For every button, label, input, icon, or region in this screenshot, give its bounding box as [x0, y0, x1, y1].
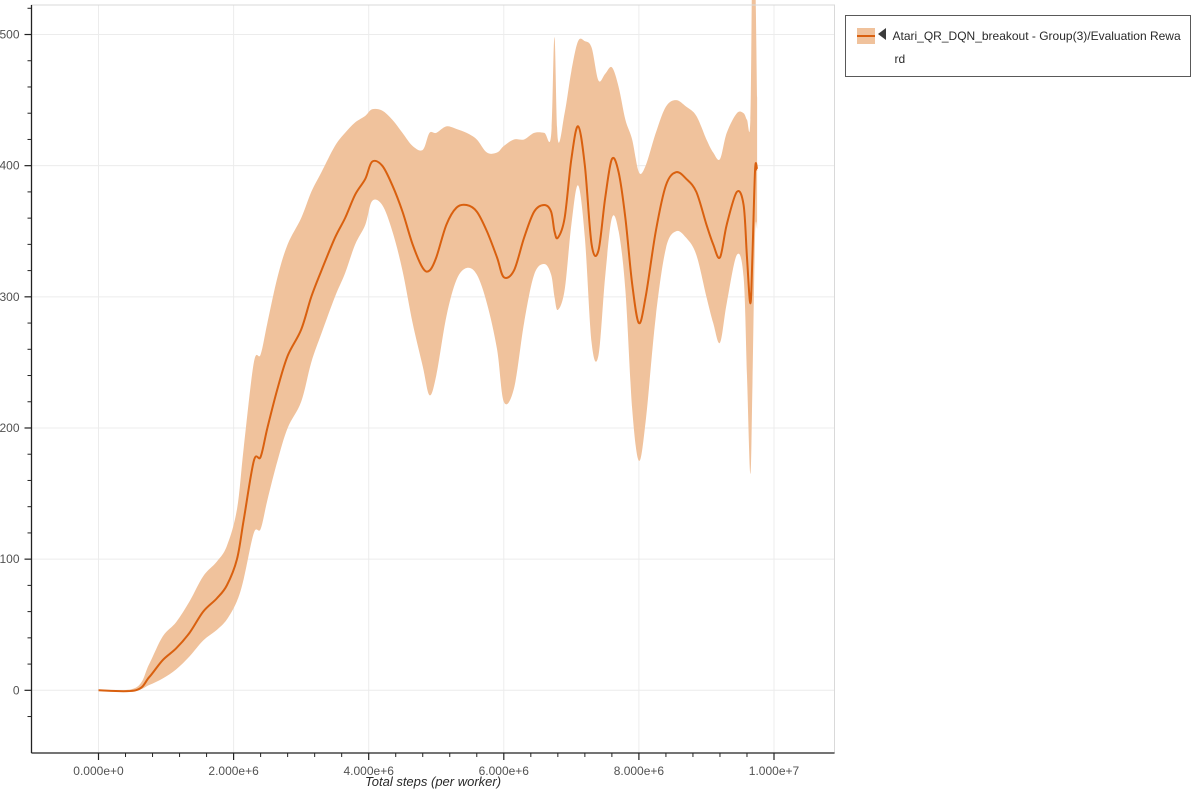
svg-text:0.000e+0: 0.000e+0 — [73, 764, 124, 778]
svg-text:300: 300 — [0, 290, 20, 304]
svg-text:400: 400 — [0, 159, 20, 173]
svg-text:2.000e+6: 2.000e+6 — [208, 764, 259, 778]
svg-text:0: 0 — [13, 683, 20, 697]
svg-text:500: 500 — [0, 28, 20, 42]
svg-text:1.000e+7: 1.000e+7 — [749, 764, 800, 778]
svg-text:8.000e+6: 8.000e+6 — [614, 764, 665, 778]
svg-text:200: 200 — [0, 421, 20, 435]
svg-text:100: 100 — [0, 552, 20, 566]
